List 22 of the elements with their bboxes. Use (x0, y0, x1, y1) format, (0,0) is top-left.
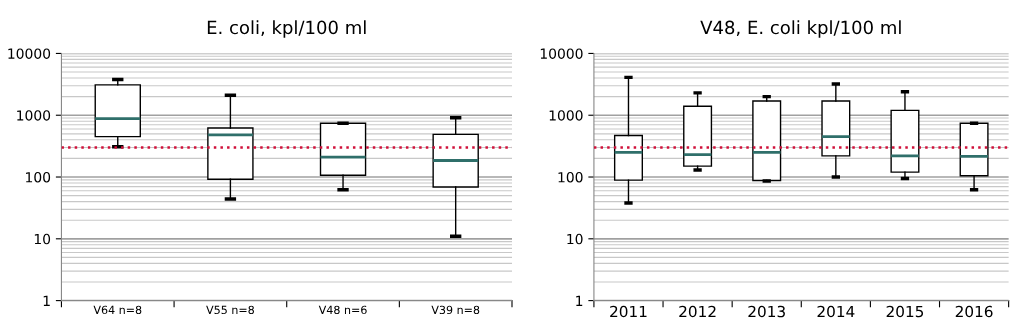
x-tick-label: 2015 (886, 305, 924, 318)
chart-title: E. coli, kpl/100 ml (207, 20, 366, 38)
y-tick-label: 10 (567, 233, 583, 245)
y-tick-label: 10 (34, 233, 51, 245)
x-tick-label: 2014 (817, 305, 855, 318)
y-tick-label: 1 (576, 295, 583, 306)
x-tick-label: V64 n=8 (93, 305, 142, 315)
x-tick-label: V55 n=8 (206, 305, 254, 315)
y-tick-label: 1000 (549, 110, 583, 121)
x-tick-label: 2012 (679, 305, 716, 318)
y-tick-label: 100 (558, 171, 583, 183)
y-tick-label: 1 (43, 295, 50, 306)
x-tick-label: 2011 (610, 305, 647, 318)
y-tick-label: 100 (26, 171, 51, 183)
y-tick-label: 1000 (17, 110, 51, 121)
y-tick-label: 10000 (540, 48, 583, 59)
chart-title: V48, E. coli kpl/100 ml (700, 20, 901, 38)
x-tick-label: V48 n=6 (318, 305, 367, 315)
x-tick-label: 2013 (748, 305, 785, 318)
y-tick-label: 10000 (8, 48, 51, 59)
x-tick-label: V39 n=8 (431, 305, 480, 315)
x-tick-label: 2016 (955, 305, 993, 318)
